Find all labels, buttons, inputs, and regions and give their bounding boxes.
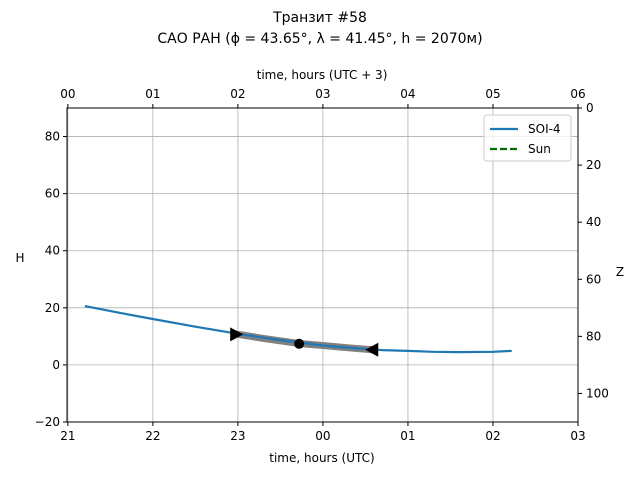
top-tick-label: 03 <box>315 87 330 101</box>
top-tick-label: 00 <box>60 87 75 101</box>
ingress-marker <box>230 327 244 342</box>
z-tick-label: 80 <box>586 329 601 343</box>
top-tick-label: 05 <box>485 87 500 101</box>
legend-label: SOI-4 <box>528 122 561 136</box>
x-axis-label: time, hours (UTC) <box>269 451 374 465</box>
x-tick-label: 02 <box>485 429 500 443</box>
midpoint-marker <box>294 338 305 349</box>
y-tick-label: 20 <box>45 301 60 315</box>
x-tick-label: 23 <box>230 429 245 443</box>
x-tick-label: 22 <box>145 429 160 443</box>
y-tick-label: −20 <box>35 415 60 429</box>
legend: SOI-4 Sun <box>483 114 572 162</box>
x-tick-label: 21 <box>60 429 75 443</box>
top-tick-label: 01 <box>145 87 160 101</box>
z-tick-label: 40 <box>586 215 601 229</box>
top-tick-label: 04 <box>400 87 415 101</box>
z-tick-label: 100 <box>586 386 609 400</box>
x-tick-label: 00 <box>315 429 330 443</box>
x-tick-label: 01 <box>400 429 415 443</box>
x-tick-label: 03 <box>570 429 585 443</box>
y-axis-label: H <box>15 251 24 265</box>
z-tick-label: 60 <box>586 272 601 286</box>
y-tick-label: 0 <box>52 358 60 372</box>
plot-frame <box>66 107 579 423</box>
y-tick-label: 60 <box>45 187 60 201</box>
egress-marker <box>365 342 379 357</box>
y-tick-label: 40 <box>45 244 60 258</box>
top-tick-label: 06 <box>570 87 585 101</box>
top-axis-label: time, hours (UTC + 3) <box>257 68 388 82</box>
top-tick-label: 02 <box>230 87 245 101</box>
z-tick-label: 20 <box>586 158 601 172</box>
z-tick-label: 0 <box>586 101 594 115</box>
chart-title: Транзит #58 <box>272 10 367 26</box>
series-line-soi-4 <box>84 305 512 354</box>
y-tick-label: 80 <box>45 130 60 144</box>
legend-label: Sun <box>528 142 551 156</box>
z-axis-label: Z <box>616 265 624 279</box>
chart-subtitle: САО РАН (ϕ = 43.65°, λ = 41.45°, h = 207… <box>157 31 482 47</box>
